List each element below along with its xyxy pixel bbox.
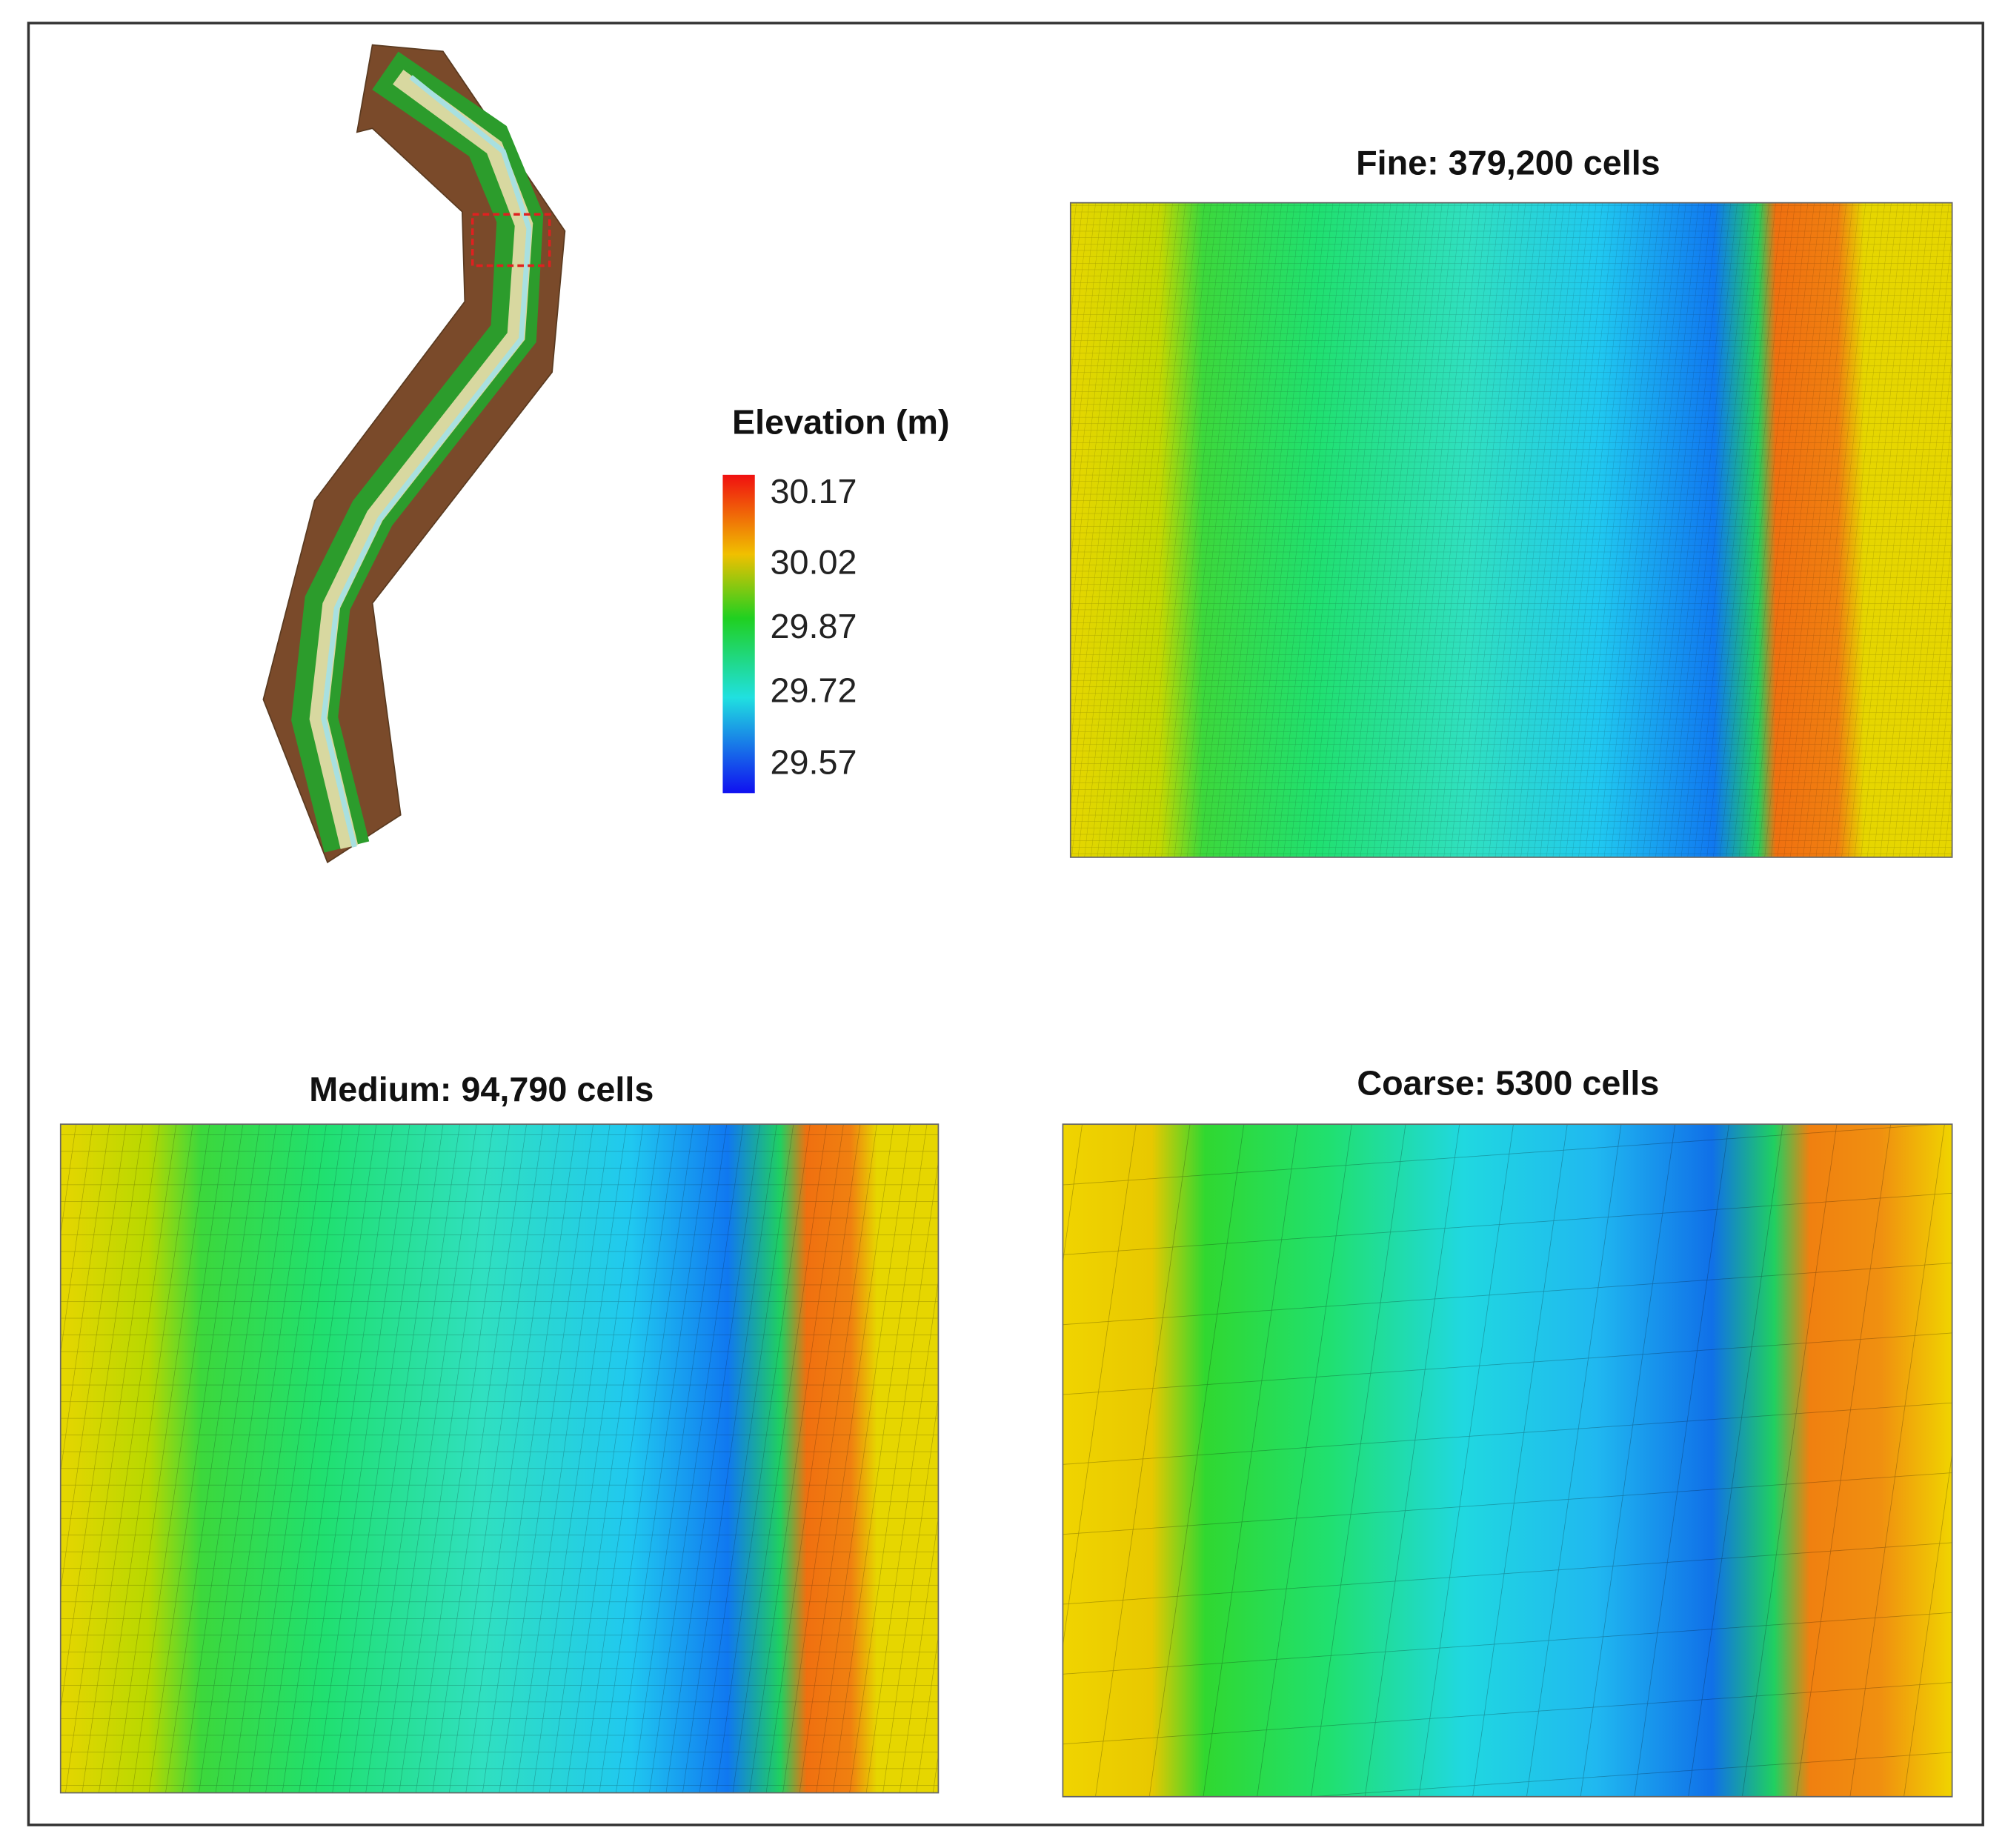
panel-title: Fine: 379,200 cells [1356, 144, 1660, 182]
legend-label: 30.02 [771, 542, 857, 581]
panel-title: Coarse: 5300 cells [1357, 1063, 1659, 1102]
legend-title: Elevation (m) [732, 402, 950, 441]
colorbar [722, 474, 755, 794]
legend-label: 29.57 [771, 743, 857, 782]
legend-label: 30.17 [771, 472, 857, 511]
frame [27, 21, 1984, 1827]
river-map [262, 44, 566, 864]
legend-label: 29.72 [771, 671, 857, 710]
legend-label: 29.87 [771, 607, 857, 645]
mesh-lines [1069, 202, 1953, 858]
mesh-lines [1062, 1123, 1953, 1798]
panel-title: Medium: 94,790 cells [309, 1070, 654, 1109]
mesh-lines [59, 1123, 940, 1794]
